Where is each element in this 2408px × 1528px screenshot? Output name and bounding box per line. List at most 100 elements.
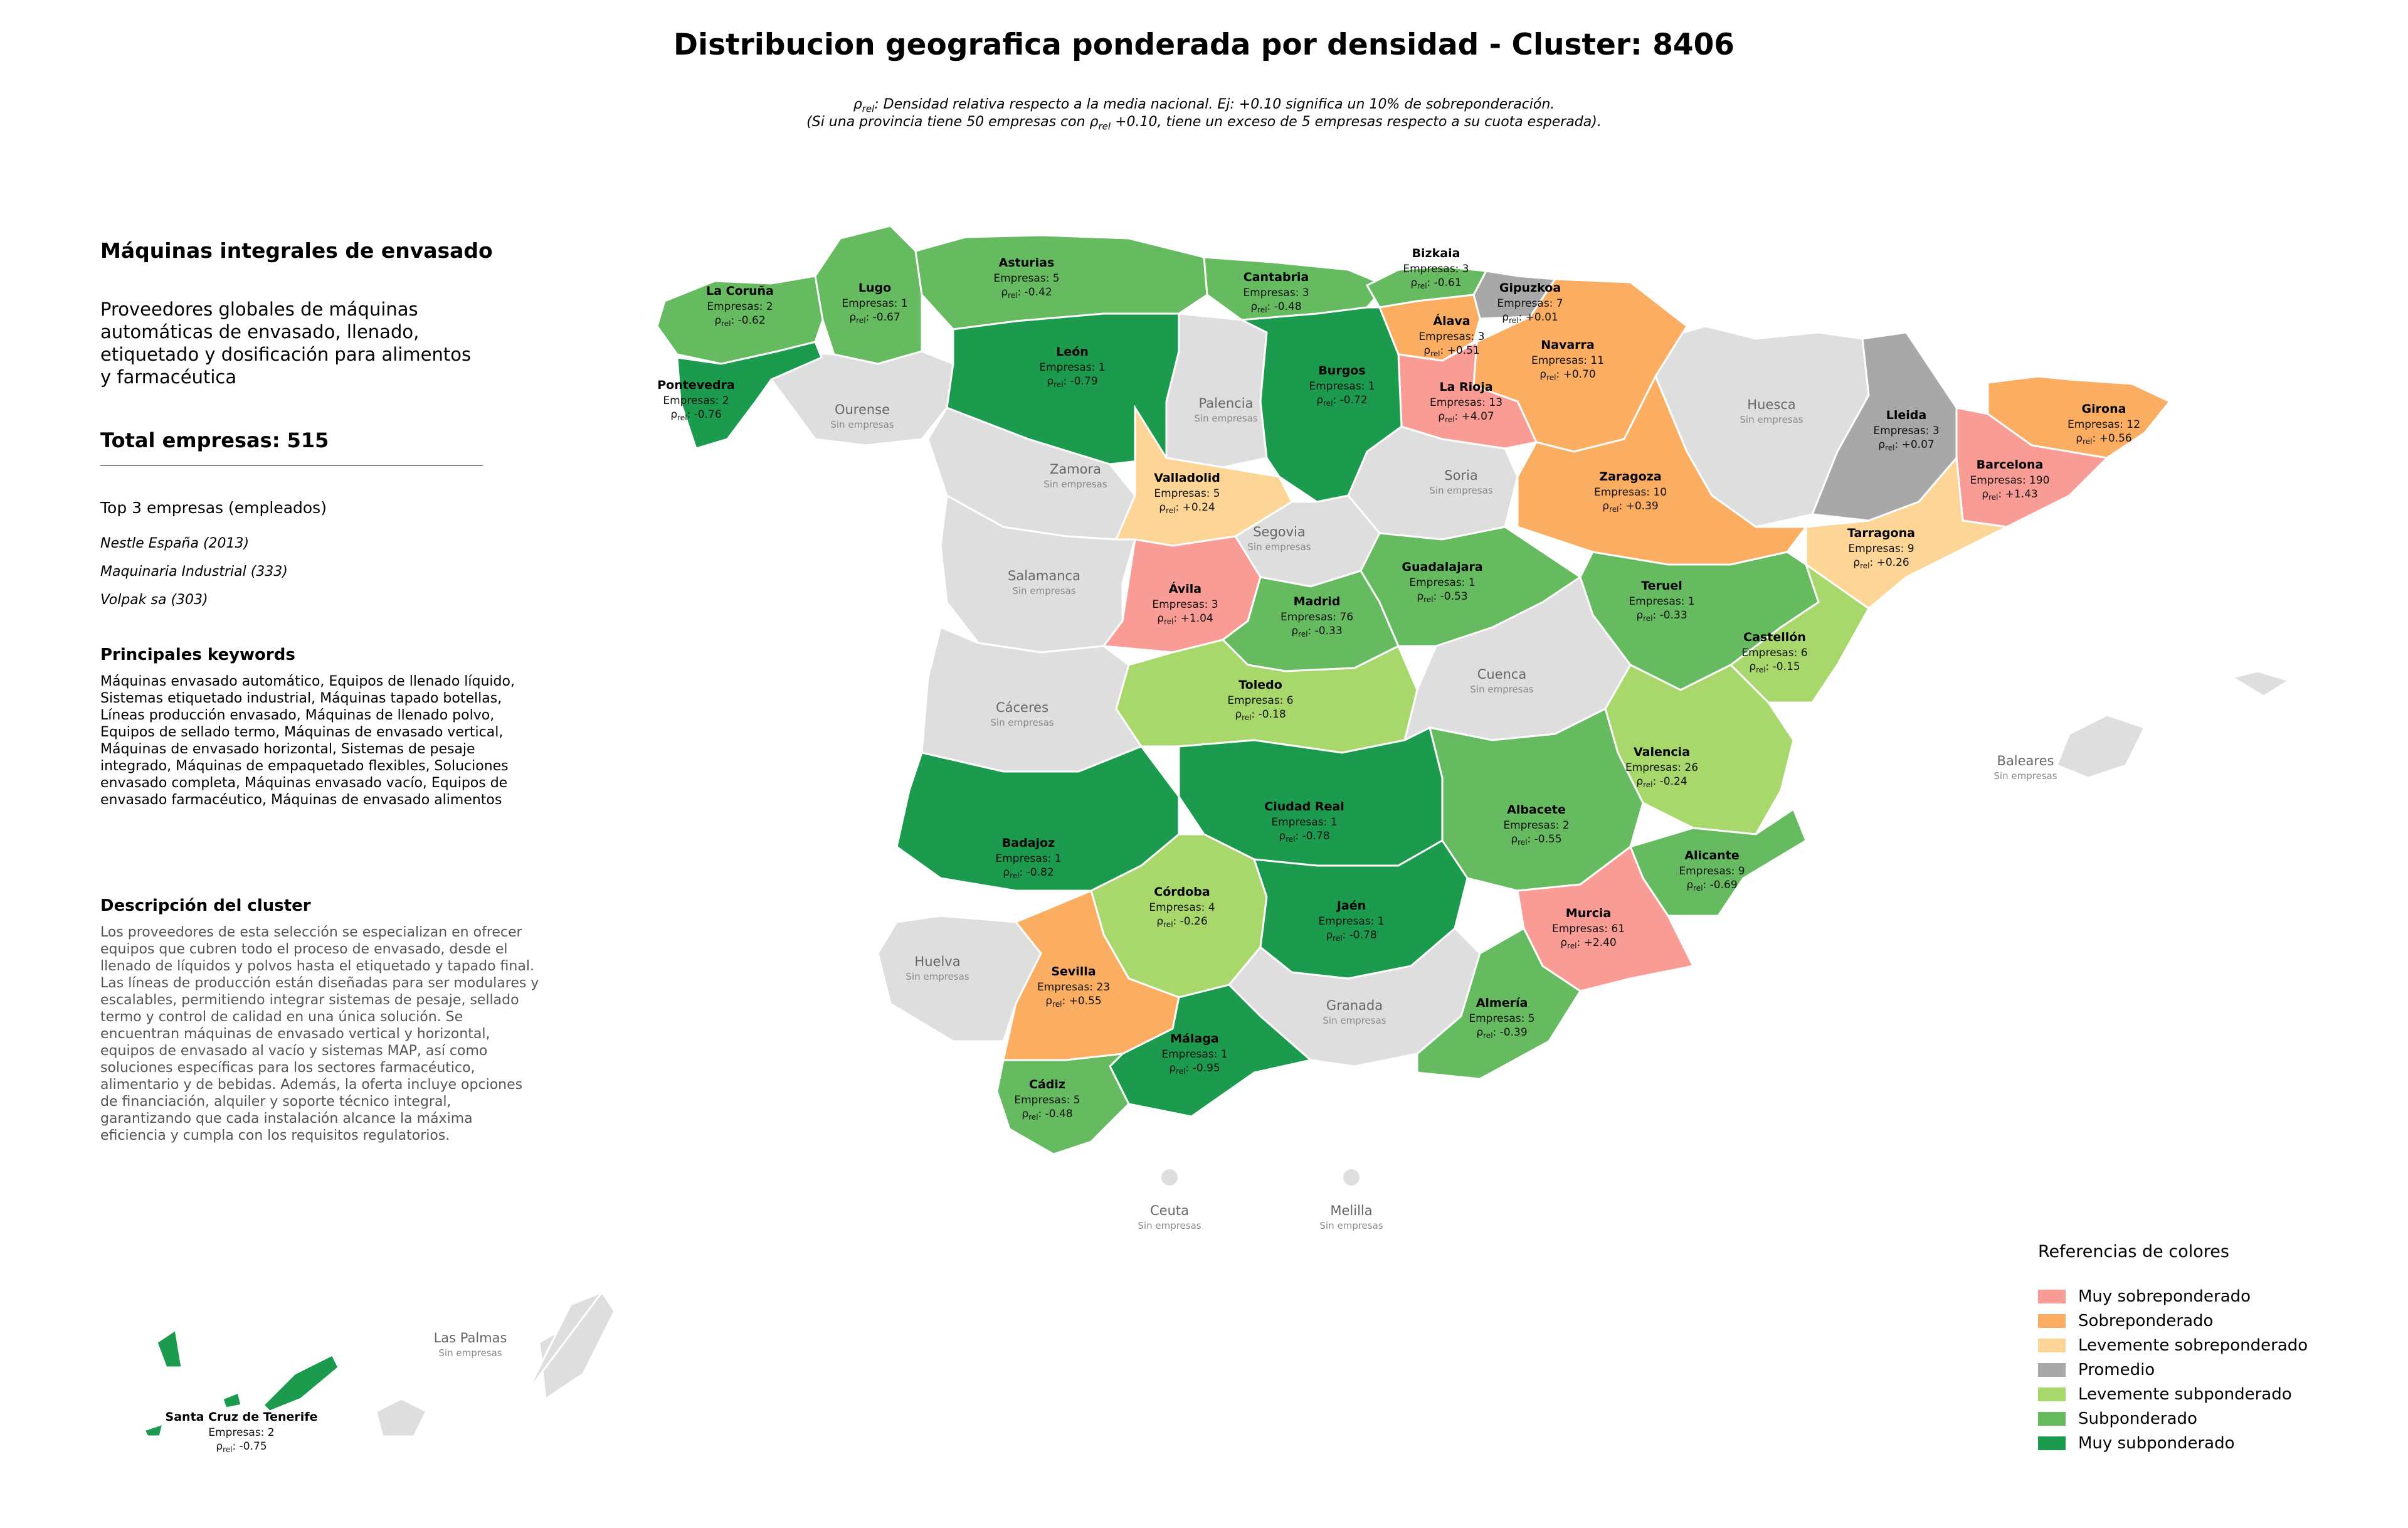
province-pontevedra bbox=[676, 341, 823, 450]
province-name: Huelva bbox=[914, 954, 960, 969]
legend-swatch bbox=[2038, 1387, 2066, 1401]
province-name: Sevilla bbox=[1051, 965, 1096, 979]
province-company-count: Empresas: 5 bbox=[1154, 487, 1220, 500]
province-rho: ρrel: -0.82 bbox=[1003, 866, 1054, 880]
province-santa-cruz-de-tenerife bbox=[156, 1328, 183, 1369]
province-name: Baleares bbox=[1997, 753, 2054, 768]
province-company-count: Empresas: 6 bbox=[1227, 694, 1293, 707]
province-santa-cruz-de-tenerife bbox=[142, 1422, 165, 1438]
province-name: Toledo bbox=[1238, 678, 1282, 692]
province-toledo bbox=[1115, 639, 1418, 754]
province-name: Cádiz bbox=[1029, 1078, 1065, 1091]
province-rho: ρrel: -0.39 bbox=[1476, 1026, 1527, 1040]
province-company-count: Empresas: 4 bbox=[1149, 901, 1215, 914]
province-company-count: Empresas: 1 bbox=[1309, 380, 1375, 393]
province-name: Bizkaia bbox=[1412, 247, 1460, 260]
map-title: Distribucion geografica ponderada por de… bbox=[673, 28, 1735, 62]
province-rho: ρrel: -0.26 bbox=[1156, 915, 1207, 929]
province-rho: ρrel: -0.55 bbox=[1511, 833, 1561, 847]
province-rho: ρrel: -0.76 bbox=[670, 408, 721, 422]
legend-item: Muy subponderado bbox=[2038, 1431, 2308, 1455]
province-lugo bbox=[814, 225, 923, 365]
province-company-count: Empresas: 9 bbox=[1848, 543, 1914, 555]
province-rho: ρrel: -0.42 bbox=[1001, 286, 1052, 300]
province-name: Cantabria bbox=[1244, 270, 1309, 284]
province-name: Lugo bbox=[858, 281, 891, 295]
province-company-count: Empresas: 1 bbox=[1271, 816, 1337, 829]
keywords-text: Máquinas envasado automático, Equipos de… bbox=[100, 674, 515, 808]
province-no-data: Sin empresas bbox=[438, 1347, 502, 1359]
province-no-data: Sin empresas bbox=[1993, 770, 2057, 782]
province-name: Alicante bbox=[1684, 849, 1739, 862]
province-company-count: Empresas: 10 bbox=[1594, 486, 1667, 499]
province-rho: ρrel: +1.43 bbox=[1982, 488, 2037, 502]
province-name: La Coruña bbox=[706, 284, 774, 298]
province-company-count: Empresas: 12 bbox=[2067, 418, 2140, 431]
province-no-data: Sin empresas bbox=[1319, 1220, 1383, 1231]
province-palencia bbox=[1165, 312, 1268, 469]
province-name: La Rioja bbox=[1439, 380, 1492, 394]
legend-item: Muy sobreponderado bbox=[2038, 1284, 2308, 1308]
legend-swatch bbox=[2038, 1338, 2066, 1352]
province-name: Valladolid bbox=[1154, 471, 1220, 485]
color-legend: Referencias de colores Muy sobreponderad… bbox=[2038, 1242, 2308, 1455]
province-rho: ρrel: +0.39 bbox=[1602, 500, 1658, 514]
legend-item: Levemente sobreponderado bbox=[2038, 1333, 2308, 1357]
province-company-count: Empresas: 2 bbox=[208, 1426, 274, 1439]
legend-item: Promedio bbox=[2038, 1357, 2308, 1382]
province-rho: ρrel: +0.01 bbox=[1502, 311, 1558, 325]
province-no-data: Sin empresas bbox=[1012, 585, 1075, 597]
province-ceuta bbox=[1161, 1169, 1178, 1186]
province-rho: ρrel: +0.70 bbox=[1539, 368, 1595, 382]
legend-swatch bbox=[2038, 1313, 2066, 1328]
province-name: Cáceres bbox=[996, 700, 1048, 715]
province-name: Ceuta bbox=[1150, 1203, 1189, 1218]
province-name: Zamora bbox=[1050, 462, 1101, 477]
legend-swatch bbox=[2038, 1411, 2066, 1426]
province-melilla bbox=[1343, 1169, 1360, 1186]
province-name: Granada bbox=[1326, 998, 1383, 1013]
top3-item: Maquinaria Industrial (333) bbox=[100, 564, 288, 580]
province-name: Ourense bbox=[835, 402, 890, 417]
province-rho: ρrel: -0.18 bbox=[1235, 708, 1286, 722]
province-no-data: Sin empresas bbox=[1194, 413, 1257, 424]
province-rho: ρrel: -0.33 bbox=[1636, 609, 1687, 623]
province-name: Guadalajara bbox=[1402, 560, 1482, 574]
province-santa-cruz-de-tenerife bbox=[221, 1391, 243, 1409]
province-no-data: Sin empresas bbox=[1138, 1220, 1201, 1231]
province-name: Cuenca bbox=[1477, 667, 1527, 682]
province-name: Murcia bbox=[1566, 906, 1611, 920]
province-company-count: Empresas: 5 bbox=[993, 272, 1059, 285]
province-rho: ρrel: -0.62 bbox=[714, 314, 765, 328]
legend-label: Levemente subponderado bbox=[2078, 1384, 2292, 1404]
province-rho: ρrel: -0.24 bbox=[1636, 775, 1687, 789]
province-company-count: Empresas: 26 bbox=[1625, 761, 1698, 774]
province-company-count: Empresas: 76 bbox=[1281, 611, 1353, 623]
province-company-count: Empresas: 61 bbox=[1552, 923, 1625, 935]
legend-item: Subponderado bbox=[2038, 1406, 2308, 1431]
cluster-title: Máquinas integrales de envasado bbox=[100, 238, 493, 263]
province-las-palmas bbox=[525, 1290, 605, 1393]
province-name: Córdoba bbox=[1154, 885, 1210, 899]
province-la-rioja bbox=[1397, 340, 1538, 450]
province-name: Lleida bbox=[1886, 408, 1926, 422]
province-no-data: Sin empresas bbox=[1470, 684, 1533, 695]
province-guadalajara bbox=[1360, 526, 1582, 647]
province-asturias bbox=[914, 234, 1208, 331]
province-jaen bbox=[1252, 839, 1469, 980]
province-company-count: Empresas: 1 bbox=[995, 852, 1061, 865]
province-company-count: Empresas: 3 bbox=[1403, 263, 1469, 275]
province-rho: ρrel: +2.40 bbox=[1560, 936, 1616, 950]
province-name: Teruel bbox=[1641, 579, 1682, 593]
province-name: Madrid bbox=[1294, 595, 1341, 608]
province-rho: ρrel: +0.55 bbox=[1045, 995, 1101, 1009]
legend-label: Promedio bbox=[2078, 1360, 2155, 1379]
province-name: Salamanca bbox=[1008, 568, 1080, 583]
province-name: Asturias bbox=[999, 256, 1055, 270]
province-rho: ρrel: -0.33 bbox=[1291, 625, 1342, 639]
province-company-count: Empresas: 9 bbox=[1679, 865, 1745, 878]
legend-item: Sobreponderado bbox=[2038, 1308, 2308, 1333]
province-name: Málaga bbox=[1170, 1032, 1218, 1046]
province-las-palmas bbox=[375, 1398, 428, 1438]
